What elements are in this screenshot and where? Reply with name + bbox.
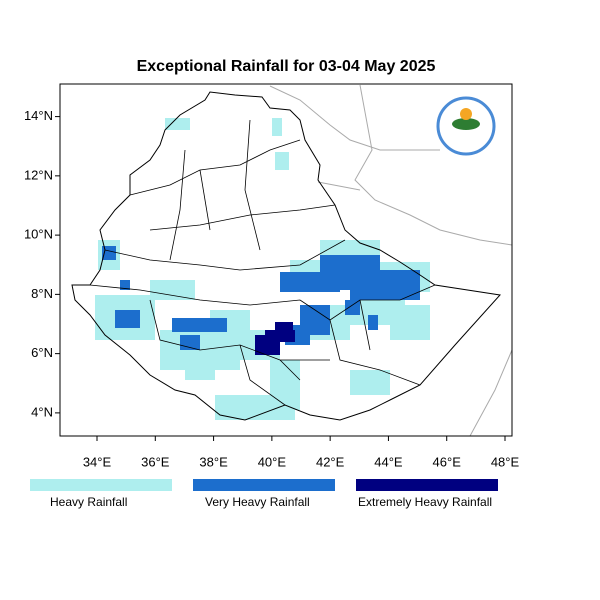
map-frame (59, 83, 513, 437)
y-tick-label: 14°N (24, 108, 53, 123)
rain-patch (165, 118, 190, 130)
map-title: Exceptional Rainfall for 03-04 May 2025 (137, 58, 436, 75)
axes: 34°E 36°E 38°E 40°E 42°E 44°E 46°E 48°E 4°N 6°N 8°… (24, 108, 520, 469)
legend-swatch (356, 479, 498, 491)
regional-borders (89, 119, 436, 406)
legend-label: Extremely Heavy Rainfall (358, 495, 492, 509)
x-tick-label: 44°E (374, 454, 403, 469)
rain-patch (172, 318, 227, 332)
x-tick-label: 46°E (433, 454, 462, 469)
rain-patch (150, 280, 195, 300)
neighbor-borders (269, 84, 513, 437)
x-tick-label: 48°E (491, 454, 520, 469)
rain-patch (275, 152, 289, 170)
legend-label: Heavy Rainfall (50, 495, 127, 509)
x-tick-label: 42°E (316, 454, 345, 469)
rain-patch (265, 330, 295, 342)
coast (354, 84, 513, 246)
x-tick-label: 36°E (141, 454, 170, 469)
x-tick-label: 38°E (199, 454, 228, 469)
logo (436, 96, 496, 156)
rain-patch (115, 310, 140, 328)
rain-patch (350, 270, 420, 300)
legend-swatch (30, 479, 172, 491)
y-tick-label: 12°N (24, 167, 53, 182)
rain-patch (120, 280, 130, 290)
border (269, 85, 440, 151)
rain-patch (102, 246, 116, 260)
rain-patch (350, 370, 390, 395)
border (317, 181, 361, 191)
rainfall-layer (95, 118, 430, 420)
rain-patch (185, 365, 215, 380)
logo-land (452, 118, 480, 130)
rain-patch (368, 315, 378, 330)
coast (469, 349, 513, 437)
rain-patch (390, 305, 430, 340)
rain-patch (345, 300, 360, 315)
rain-patch (272, 118, 282, 136)
legend-label: Very Heavy Rainfall (205, 495, 310, 509)
y-tick-label: 8°N (31, 286, 53, 301)
y-tick-label: 6°N (31, 345, 53, 360)
x-tick-label: 40°E (258, 454, 287, 469)
logo-sun (460, 108, 472, 120)
y-tick-label: 4°N (31, 404, 53, 419)
rain-patch (275, 322, 293, 332)
country-outline (71, 91, 501, 421)
ethiopia-border (71, 91, 501, 421)
legend-swatch (193, 479, 335, 491)
y-tick-label: 10°N (24, 227, 53, 242)
legend: Heavy Rainfall Very Heavy Rainfall Extreme… (30, 479, 498, 509)
x-tick-label: 34°E (83, 454, 112, 469)
